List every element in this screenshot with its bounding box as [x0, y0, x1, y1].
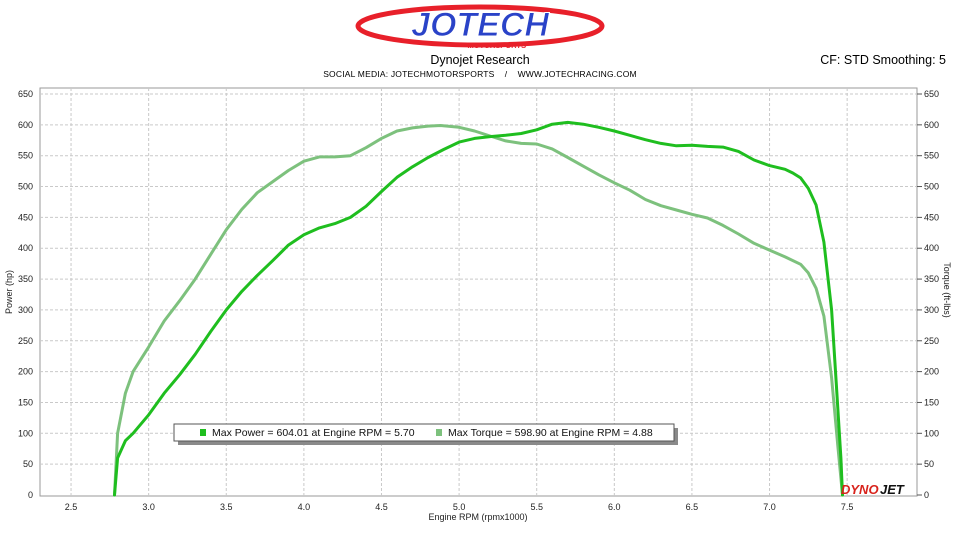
- left-y-tick-label: 650: [18, 89, 33, 99]
- right-y-tick-label: 50: [924, 459, 934, 469]
- x-tick-label: 7.5: [841, 502, 854, 512]
- left-y-tick-label: 400: [18, 243, 33, 253]
- x-tick-label: 3.0: [142, 502, 155, 512]
- left-y-tick-label: 250: [18, 336, 33, 346]
- social-media-line: SOCIAL MEDIA: JOTECHMOTORSPORTS / WWW.JO…: [323, 69, 637, 79]
- right-y-tick-label: 500: [924, 182, 939, 192]
- x-tick-label: 5.0: [453, 502, 466, 512]
- legend-power-label: Max Power = 604.01 at Engine RPM = 5.70: [212, 427, 415, 439]
- dynojet-logo: DYNO JET: [841, 482, 905, 497]
- logo-swoosh: [355, 4, 605, 48]
- correction-factor-label: CF: STD Smoothing: 5: [820, 53, 946, 67]
- x-tick-label: 3.5: [220, 502, 233, 512]
- left-axis-label: Power (hp): [4, 270, 14, 314]
- chart-legend: Max Power = 604.01 at Engine RPM = 5.70 …: [173, 423, 678, 445]
- x-tick-label: 2.5: [65, 502, 78, 512]
- x-tick-label: 6.0: [608, 502, 621, 512]
- x-tick-label: 5.5: [530, 502, 543, 512]
- left-y-tick-label: 350: [18, 274, 33, 284]
- left-axis-ticks: 0 50 100 150 200 250 300 350 400 450 500 550 600 650: [18, 89, 33, 500]
- right-y-tick-label: 350: [924, 274, 939, 284]
- left-y-tick-label: 300: [18, 305, 33, 315]
- left-y-tick-label: 600: [18, 120, 33, 130]
- logo-subtext: MOTORSPORTS: [468, 41, 526, 50]
- right-y-tick-label: 550: [924, 151, 939, 161]
- series-lines: [113, 120, 844, 497]
- right-y-tick-label: 250: [924, 336, 939, 346]
- logo-text: JOTECH: [411, 6, 550, 44]
- jotech-logo: JOTECH MOTORSPORTS: [355, 4, 605, 50]
- right-y-tick-label: 0: [924, 490, 929, 500]
- legend-power-swatch: [200, 429, 206, 436]
- left-y-tick-label: 500: [18, 182, 33, 192]
- x-tick-label: 7.0: [763, 502, 776, 512]
- legend-torque-swatch: [436, 429, 442, 436]
- x-tick-label: 4.0: [298, 502, 311, 512]
- left-y-tick-label: 50: [23, 459, 33, 469]
- right-y-tick-label: 650: [924, 89, 939, 99]
- x-tick-label: 6.5: [686, 502, 699, 512]
- right-y-tick-label: 450: [924, 212, 939, 222]
- x-tick-label: 4.5: [375, 502, 388, 512]
- left-y-tick-label: 0: [28, 490, 33, 500]
- right-axis-label: Torque (ft-lbs): [942, 262, 952, 318]
- right-y-tick-label: 600: [924, 120, 939, 130]
- right-y-tick-label: 400: [924, 243, 939, 253]
- right-y-tick-label: 300: [924, 305, 939, 315]
- legend-torque-label: Max Torque = 598.90 at Engine RPM = 4.88: [448, 427, 653, 439]
- plot-frame: [39, 87, 918, 497]
- left-y-tick-label: 150: [18, 397, 33, 407]
- left-y-tick-label: 450: [18, 212, 33, 222]
- left-y-tick-label: 550: [18, 151, 33, 161]
- left-y-tick-label: 100: [18, 428, 33, 438]
- right-y-tick-label: 100: [924, 428, 939, 438]
- chart-title: Dynojet Research: [430, 53, 530, 67]
- dynojet-logo-part1: DYNO: [841, 482, 879, 497]
- power-curve: [113, 120, 844, 497]
- left-y-tick-label: 200: [18, 367, 33, 377]
- right-y-tick-label: 150: [924, 397, 939, 407]
- right-axis-ticks: 0 50 100 150 200 250 300 350 400 450 500 550 600 650: [917, 89, 939, 500]
- x-axis-ticks: 2.5 3.0 3.5 4.0 4.5 5.0 5.5 6.0 6.5 7.0 7.5: [65, 502, 854, 512]
- x-axis-label: Engine RPM (rpmx1000): [428, 512, 527, 522]
- dynojet-logo-part2: JET: [880, 482, 905, 497]
- right-y-tick-label: 200: [924, 367, 939, 377]
- legend-box: [173, 423, 675, 442]
